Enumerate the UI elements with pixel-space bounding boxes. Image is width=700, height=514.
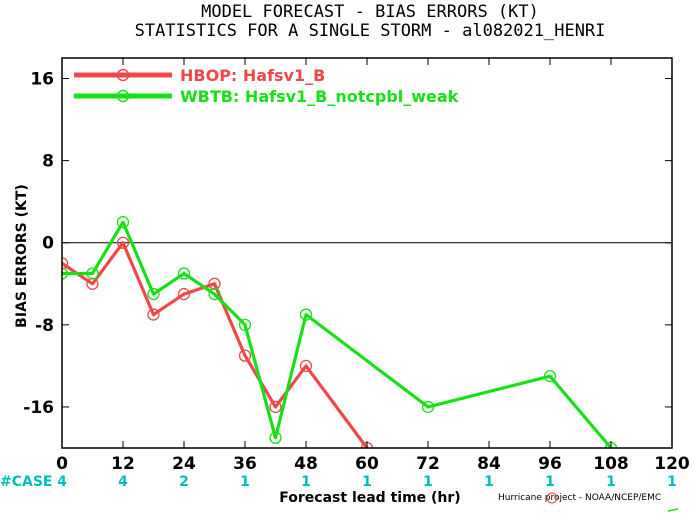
case-counts: 4 4 2 1 1 1 1 1 1 1 1 bbox=[57, 474, 677, 490]
legend: HBOP: Hafsv1_B WBTB: Hafsv1_B_notcpbl_we… bbox=[74, 66, 459, 106]
credit-green-mark bbox=[667, 508, 679, 512]
chart-title-line1: MODEL FORECAST - BIAS ERRORS (KT) bbox=[201, 2, 539, 22]
data-point-1-2 bbox=[116, 216, 130, 229]
legend-label-hbop: HBOP: Hafsv1_B bbox=[180, 66, 325, 85]
case-count: 1 bbox=[606, 474, 616, 490]
legend-marker-hbop bbox=[116, 68, 130, 82]
data-point-1-0 bbox=[62, 267, 69, 280]
data-point-1-3 bbox=[147, 287, 160, 301]
x-tick-label: 60 bbox=[355, 454, 379, 474]
y-axis-label: BIAS ERRORS (KT) bbox=[14, 184, 30, 328]
y-tick-label: -16 bbox=[23, 398, 54, 418]
data-point-1-10 bbox=[543, 370, 557, 383]
case-count: 1 bbox=[423, 474, 433, 490]
y-tick-label: -8 bbox=[35, 316, 54, 336]
data-point-0-4 bbox=[177, 287, 191, 301]
case-count: 1 bbox=[240, 474, 250, 490]
x-tick-label: 24 bbox=[172, 454, 196, 474]
data-point-0-7 bbox=[269, 400, 282, 414]
series-line-0 bbox=[62, 241, 369, 448]
series-layer bbox=[62, 216, 618, 448]
data-point-0-5 bbox=[208, 277, 221, 290]
legend-marker-wbtb bbox=[116, 89, 130, 103]
y-tick-label: 16 bbox=[30, 70, 54, 90]
ticks-layer: 0 12 24 36 48 60 72 84 96 108 120 -16 -8 0 8 16 bbox=[23, 58, 690, 474]
case-label: #CASE bbox=[0, 474, 53, 490]
case-count: 1 bbox=[301, 474, 311, 490]
y-tick-label: 0 bbox=[42, 234, 54, 254]
x-tick-label: 84 bbox=[477, 454, 501, 474]
legend-label-wbtb: WBTB: Hafsv1_B_notcpbl_weak bbox=[180, 87, 459, 106]
x-axis-label: Forecast lead time (hr) bbox=[279, 490, 460, 506]
data-point-0-2 bbox=[116, 236, 130, 249]
data-point-1-5 bbox=[208, 287, 221, 301]
data-point-0-8 bbox=[299, 359, 313, 373]
data-point-0-3 bbox=[147, 308, 160, 321]
data-point-0-1 bbox=[86, 277, 99, 290]
case-count: 1 bbox=[667, 474, 677, 490]
case-count: 1 bbox=[362, 474, 372, 490]
case-count: 4 bbox=[57, 474, 67, 490]
case-count: 1 bbox=[545, 474, 555, 490]
x-tick-label: 48 bbox=[294, 454, 318, 474]
case-count: 1 bbox=[484, 474, 494, 490]
series-line-1 bbox=[62, 220, 613, 448]
data-point-1-1 bbox=[86, 267, 99, 280]
x-tick-label: 96 bbox=[538, 454, 562, 474]
data-point-1-4 bbox=[177, 267, 191, 280]
case-count: 2 bbox=[179, 474, 189, 490]
case-count: 4 bbox=[118, 474, 128, 490]
x-tick-label: 12 bbox=[111, 454, 135, 474]
credit-text: Hurricane project - NOAA/NCEP/EMC bbox=[498, 493, 661, 503]
y-tick-label: 8 bbox=[42, 152, 54, 172]
x-tick-label: 120 bbox=[654, 454, 690, 474]
chart-title-line2: STATISTICS FOR A SINGLE STORM - al082021… bbox=[135, 21, 606, 41]
data-point-1-6 bbox=[238, 318, 252, 331]
data-point-1-7 bbox=[269, 431, 282, 444]
data-point-0-6 bbox=[238, 349, 252, 362]
data-point-1-9 bbox=[421, 400, 435, 414]
data-point-0-0 bbox=[62, 257, 69, 270]
x-tick-label: 0 bbox=[56, 454, 68, 474]
x-tick-label: 36 bbox=[233, 454, 257, 474]
data-point-1-8 bbox=[299, 308, 313, 321]
x-tick-label: 72 bbox=[416, 454, 440, 474]
credit-red-marker bbox=[546, 492, 558, 504]
x-tick-label: 108 bbox=[593, 454, 629, 474]
plot-frame bbox=[61, 57, 673, 449]
